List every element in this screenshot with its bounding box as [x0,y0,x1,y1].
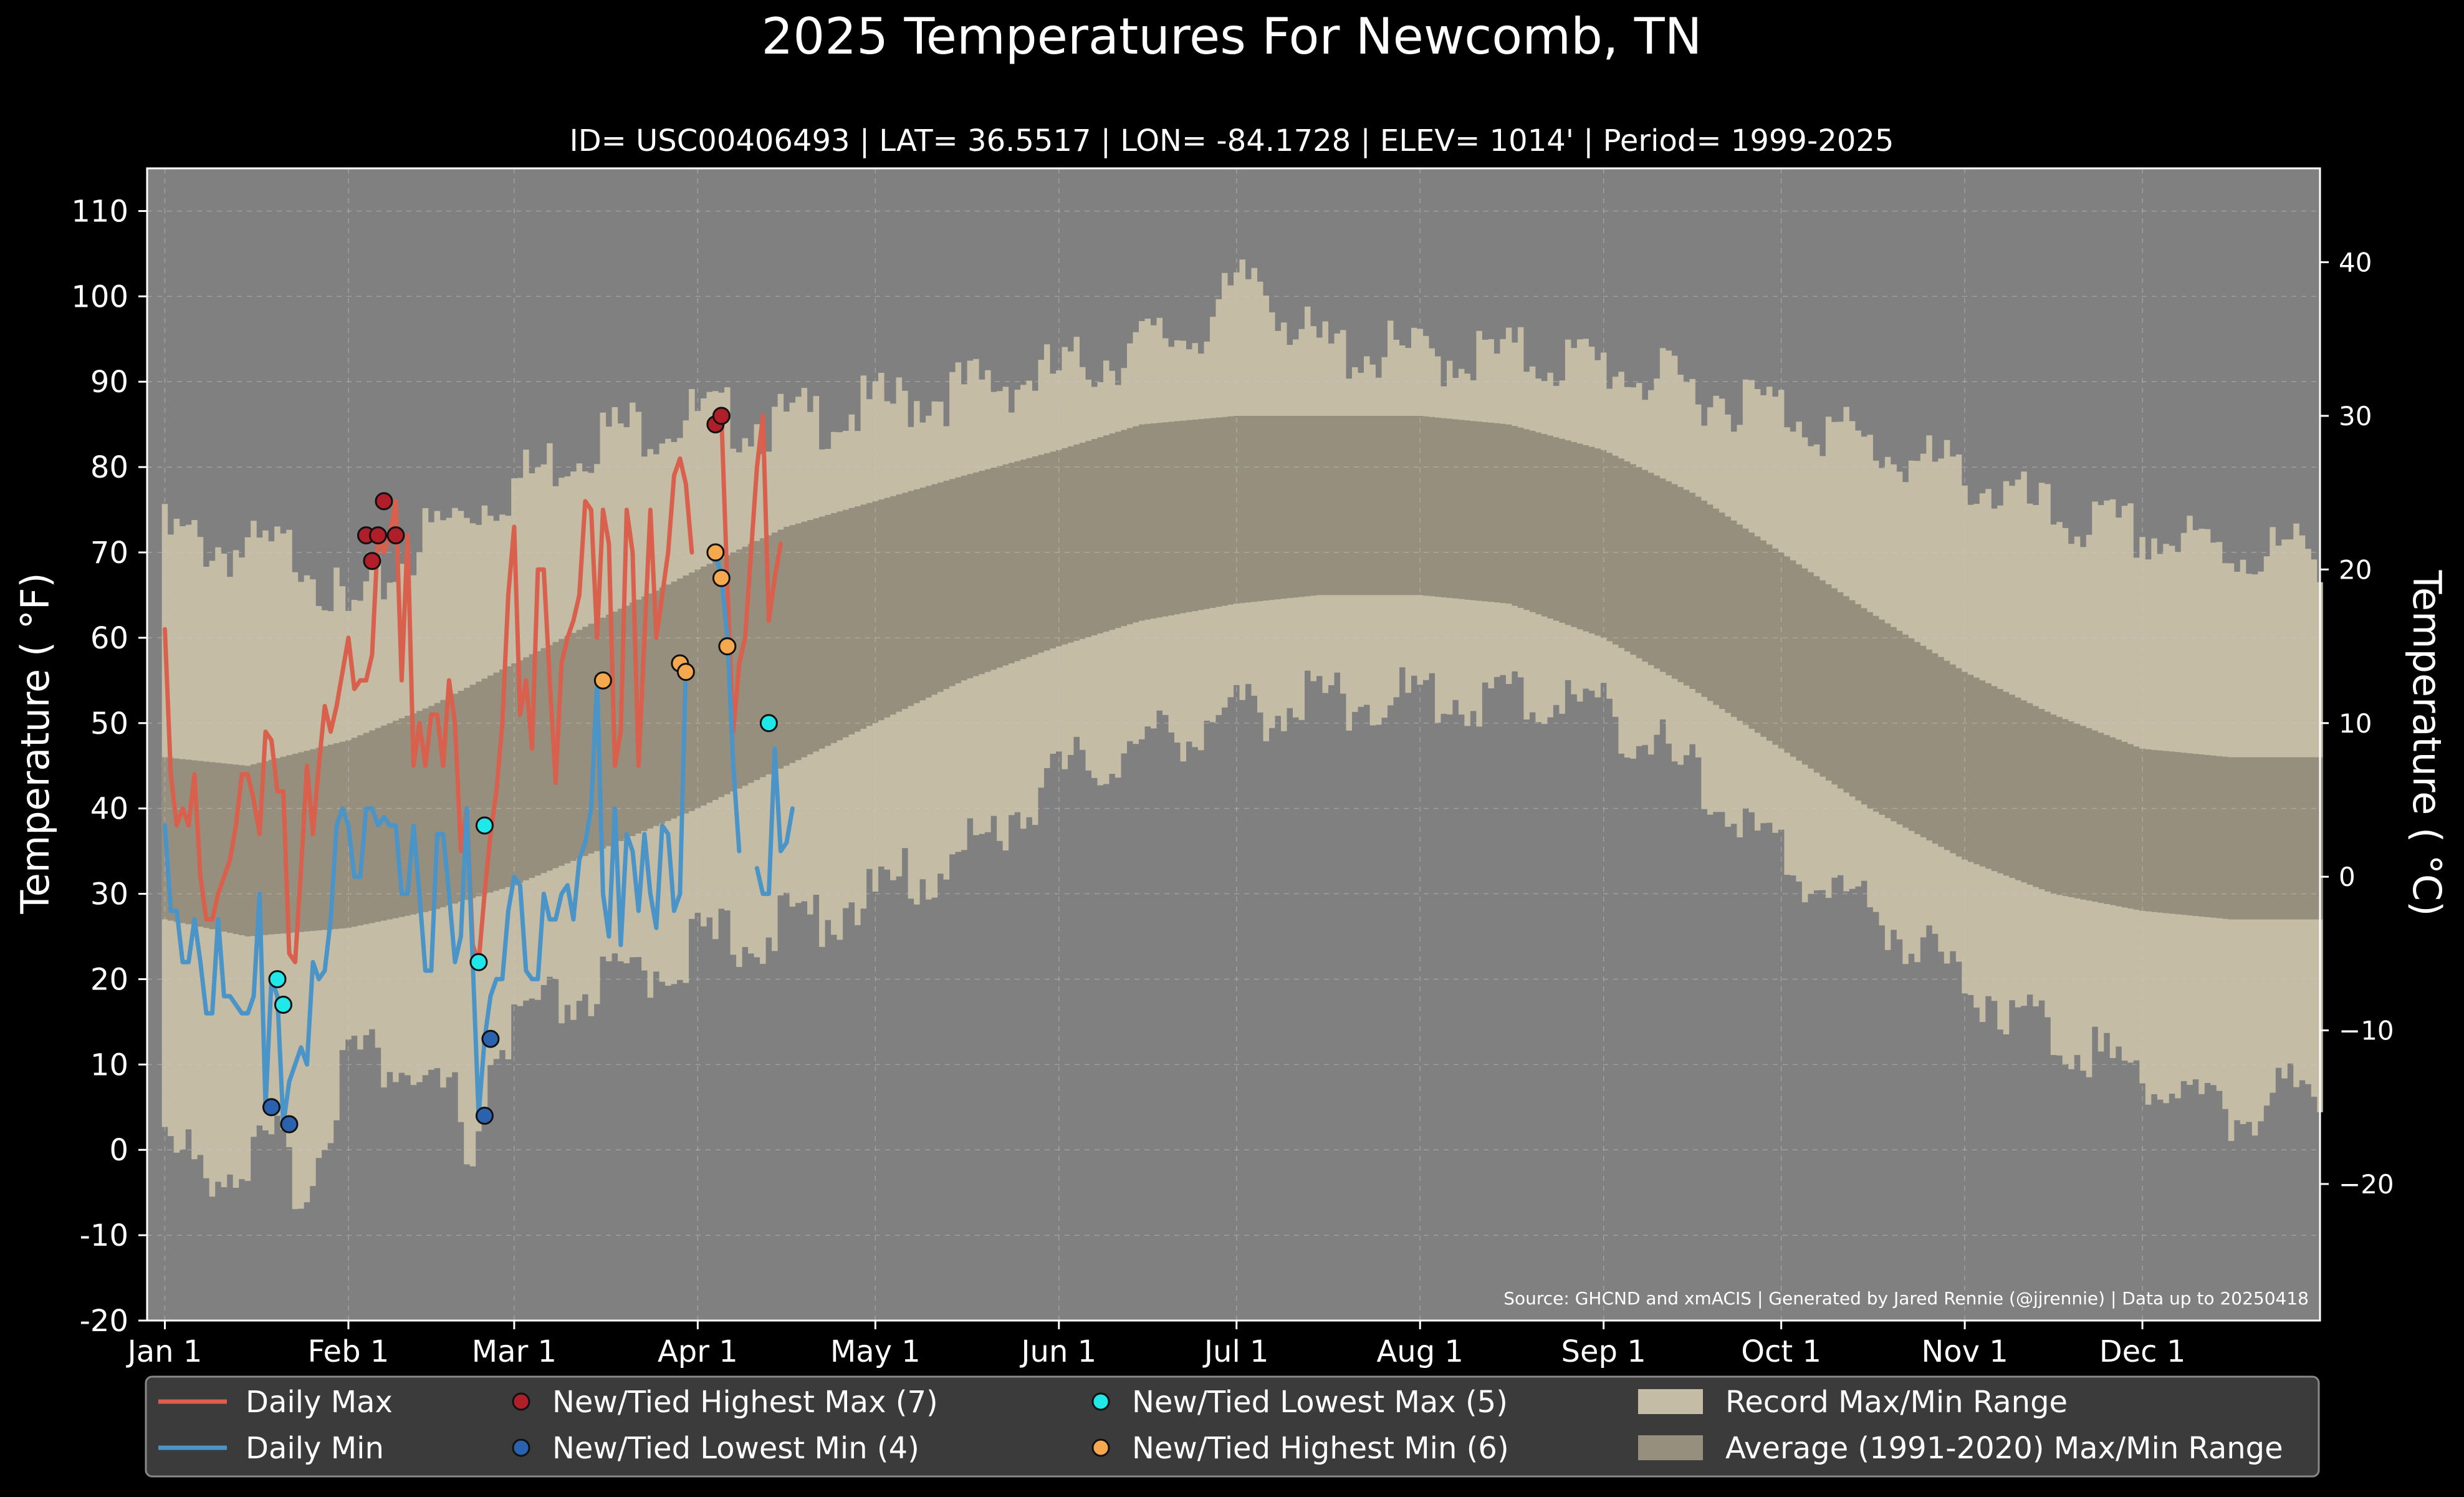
legend-label: Average (1991-2020) Max/Min Range [1725,1431,2283,1466]
legend-dot-swatch [512,1392,530,1411]
axes: -20 -10 0 10 20 30 40 50 60 70 80 90 100 110 −20 −10 0 10… [71,167,2394,1369]
y-tick-label: 30 [90,877,128,912]
highest-max-marker [386,526,405,545]
lowest-max-marker [268,970,287,988]
lowest-max-marker [475,816,494,835]
y-right-tick-label: −20 [2339,1169,2394,1200]
y-right-tick-label: 20 [2339,554,2372,585]
x-tick-label: Jun 1 [1019,1334,1096,1369]
y-axis-label-right: Temperature ( °C) [2404,570,2450,917]
chart-title: 2025 Temperatures For Newcomb, TN [761,7,1702,65]
highest-min-marker [676,663,695,681]
legend-label: New/Tied Lowest Max (5) [1132,1385,1508,1420]
y-tick-label: -10 [80,1218,128,1253]
lowest-min-marker [481,1029,500,1048]
x-tick-label: Jul 1 [1202,1334,1269,1369]
legend-patch-swatch [1638,1389,1703,1414]
y-tick-label: 20 [90,962,128,997]
highest-min-marker [718,637,737,656]
x-tick-label: Oct 1 [1741,1334,1821,1369]
record-range-band [161,259,2323,1210]
daily-max-line [163,413,783,965]
x-tick-label: Aug 1 [1376,1334,1464,1369]
highest-min-marker [593,671,612,690]
highest-min-marker [706,543,725,562]
x-tick-label: Nov 1 [1921,1334,2008,1369]
y-right-tick-label: 0 [2339,862,2356,892]
legend-label: New/Tied Highest Min (6) [1132,1431,1509,1466]
y-tick-label: 100 [71,279,128,314]
y-tick-label: 50 [90,706,128,741]
lowest-max-marker [469,953,488,971]
y-tick-label: 110 [71,194,128,229]
legend-patch-swatch [1638,1435,1703,1460]
source-note: Source: GHCND and xmACIS | Generated by … [1503,1288,2309,1309]
y-right-tick-label: −10 [2339,1016,2394,1046]
y-tick-label: -20 [80,1304,128,1339]
lowest-max-marker [759,714,778,733]
normal-range-band [161,416,2323,936]
x-tick-label: Mar 1 [472,1334,557,1369]
legend-box [145,1375,2320,1478]
highest-max-marker [363,552,381,570]
highest-max-marker [375,492,393,511]
legend: Daily Max New/Tied Highest Max (7) New/Tie… [145,1375,2320,1478]
plot-frame [146,167,2321,1322]
x-tick-label: Feb 1 [308,1334,390,1369]
x-tick-label: Jan 1 [126,1334,203,1369]
y-right-tick-label: 40 [2339,248,2372,278]
y-tick-label: 10 [90,1047,128,1082]
lowest-min-marker [280,1115,299,1134]
lowest-min-marker [262,1098,280,1117]
x-tick-label: Dec 1 [2099,1334,2186,1369]
x-tick-label: May 1 [830,1334,921,1369]
lowest-min-marker [475,1106,494,1125]
highest-min-marker [712,569,731,587]
legend-dot-swatch [1091,1392,1110,1411]
x-tick-label: Apr 1 [658,1334,738,1369]
y-tick-label: 0 [109,1133,128,1168]
y-tick-label: 90 [90,365,128,400]
lowest-max-marker [274,996,292,1014]
plot-area [147,168,2323,1321]
y-tick-label: 60 [90,621,128,656]
legend-label: New/Tied Highest Max (7) [552,1385,938,1420]
highest-max-marker [712,407,731,425]
x-tick-label: Sep 1 [1561,1334,1646,1369]
legend-dot-swatch [1091,1438,1110,1457]
legend-label: Daily Max [246,1385,393,1420]
legend-label: Record Max/Min Range [1725,1385,2068,1420]
chart-subtitle: ID= USC00406493 | LAT= 36.5517 | LON= -8… [570,123,1894,158]
y-tick-label: 80 [90,450,128,485]
legend-label: Daily Min [246,1431,384,1466]
y-tick-label: 70 [90,536,128,570]
legend-dot-swatch [512,1438,530,1457]
highest-max-marker [368,526,387,545]
y-axis-label-left: Temperature ( °F) [12,572,58,914]
y-right-tick-label: 10 [2339,708,2372,739]
y-tick-label: 40 [90,792,128,827]
legend-label: New/Tied Lowest Min (4) [552,1431,919,1466]
y-right-tick-label: 30 [2339,401,2372,431]
